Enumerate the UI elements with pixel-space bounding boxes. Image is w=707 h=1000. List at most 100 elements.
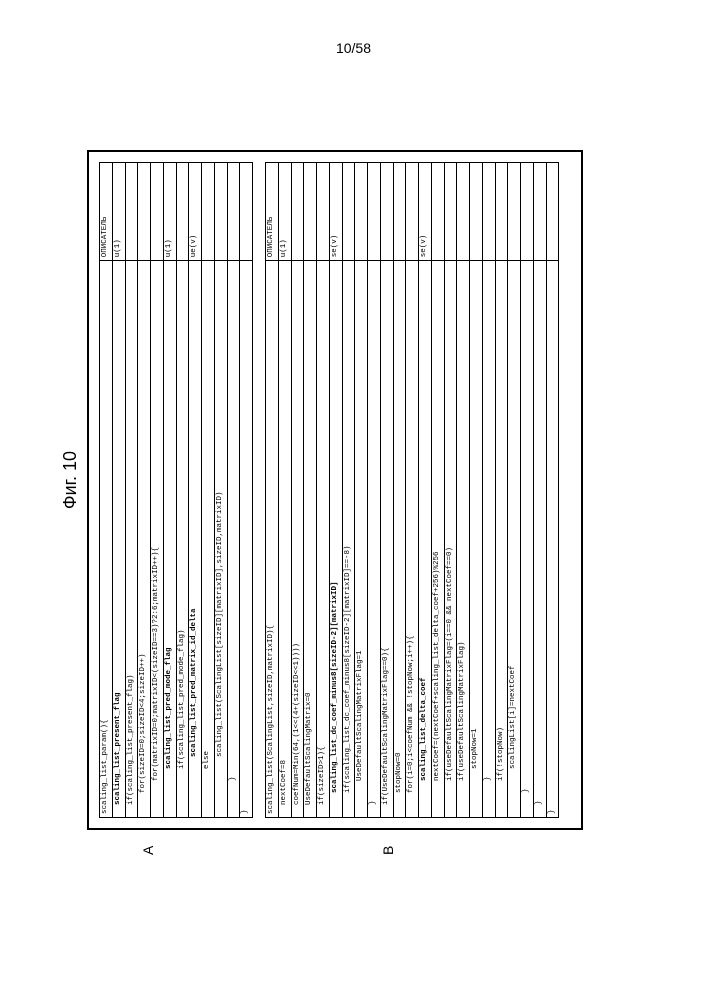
table-row: } (240, 163, 253, 818)
code-cell: if(UseDefaultScalingMatrixFlag==0){ (380, 261, 393, 818)
desc-cell (317, 163, 330, 261)
desc-cell (546, 163, 559, 261)
desc-cell: u(1) (278, 163, 291, 261)
table-row: stopNow=0 (393, 163, 406, 818)
code-cell: scaling_list_pred_matrix_id_delta (189, 261, 202, 818)
desc-cell (240, 163, 253, 261)
desc-cell (431, 163, 444, 261)
table-header-desc: ОПИСАТЕЛЬ (266, 163, 279, 261)
code-cell: coefNum=Min(64,(1<<(4+(sizeID<<1)))) (291, 261, 304, 818)
desc-cell (125, 163, 138, 261)
table-row: else (202, 163, 215, 818)
desc-cell (138, 163, 151, 261)
table-row: } (368, 163, 381, 818)
desc-cell (495, 163, 508, 261)
code-cell: } (521, 261, 534, 818)
table-row: nextCoef=(nextCoef+scaling_list_delta_co… (431, 163, 444, 818)
table-row: for(matrixID=0;matrixID<(sizeID==3)?2:6;… (151, 163, 164, 818)
desc-cell (521, 163, 534, 261)
table-row: scaling_list_pred_matrix_id_deltaue(v) (189, 163, 202, 818)
outer-frame: scaling_list_param(){ОПИСАТЕЛЬscaling_li… (87, 150, 583, 830)
code-cell: if(scaling_list_present_flag) (125, 261, 138, 818)
code-cell: nextCoef=8 (278, 261, 291, 818)
desc-cell (533, 163, 546, 261)
table-row: if(scaling_list_pred_mode_flag) (176, 163, 189, 818)
desc-cell (355, 163, 368, 261)
code-cell: UseDefaultScalingMatrixFlag=1 (355, 261, 368, 818)
desc-cell (406, 163, 419, 261)
table-row: scaling_list_delta_coefse(v) (419, 163, 432, 818)
table-header-code: scaling_list_param(){ (100, 261, 113, 818)
code-cell: } (546, 261, 559, 818)
table-row: scaling_list_dc_coef_minus8[sizeID-2][ma… (329, 163, 342, 818)
code-cell: scaling_list_dc_coef_minus8[sizeID-2][ma… (329, 261, 342, 818)
table-row: if(useDefaultScalingMatrixFlag) (457, 163, 470, 818)
desc-cell (304, 163, 317, 261)
desc-cell: u(1) (112, 163, 125, 261)
table-row: if(UseDefaultScalingMatrixFlag==0){ (380, 163, 393, 818)
code-cell: for(i=0;i<coefNum && !stopNow;i++){ (406, 261, 419, 818)
code-cell: stopNow=0 (393, 261, 406, 818)
table-row: } (546, 163, 559, 818)
section-label-a: A (140, 846, 156, 855)
desc-cell (291, 163, 304, 261)
code-cell: UseDefaultScalingMatrix=0 (304, 261, 317, 818)
table-row: for(sizeID=0;sizeID<4;sizeID++) (138, 163, 151, 818)
table-row: if(sizeID>1){ (317, 163, 330, 818)
code-cell: if(scaling_list_dc_coef_minus8[sizeID-2]… (342, 261, 355, 818)
table-row: stopNow=1 (470, 163, 483, 818)
code-cell: } (240, 261, 253, 818)
code-cell: } (368, 261, 381, 818)
desc-cell (508, 163, 521, 261)
table-row: scaling_list_present_flagu(1) (112, 163, 125, 818)
code-cell: if(sizeID>1){ (317, 261, 330, 818)
code-cell: if(!stopNow) (495, 261, 508, 818)
desc-cell (214, 163, 227, 261)
desc-cell (202, 163, 215, 261)
code-cell: } (482, 261, 495, 818)
table-header-desc: ОПИСАТЕЛЬ (100, 163, 113, 261)
desc-cell (342, 163, 355, 261)
code-cell: else (202, 261, 215, 818)
table-row: coefNum=Min(64,(1<<(4+(sizeID<<1)))) (291, 163, 304, 818)
table-row: if(useDefaultScalingMatrixFlag=(i==0 && … (444, 163, 457, 818)
code-cell: stopNow=1 (470, 261, 483, 818)
table-b: scaling_list(ScalingList,sizeID,matrixID… (265, 162, 559, 818)
desc-cell: se(v) (329, 163, 342, 261)
code-cell: scalingList[i]=nextCoef (508, 261, 521, 818)
table-row: UseDefaultScalingMatrix=0 (304, 163, 317, 818)
code-cell: for(matrixID=0;matrixID<(sizeID==3)?2:6;… (151, 261, 164, 818)
code-cell: nextCoef=(nextCoef+scaling_list_delta_co… (431, 261, 444, 818)
code-cell: if(scaling_list_pred_mode_flag) (176, 261, 189, 818)
figure-title: Фиг. 10 (60, 130, 81, 830)
desc-cell (470, 163, 483, 261)
rotated-content: Фиг. 10 A B scaling_list_param(){ОПИСАТЕ… (60, 130, 660, 830)
table-row: nextCoef=8u(1) (278, 163, 291, 818)
table-a: scaling_list_param(){ОПИСАТЕЛЬscaling_li… (99, 162, 253, 818)
code-cell: } (227, 261, 240, 818)
desc-cell (457, 163, 470, 261)
code-cell: } (533, 261, 546, 818)
section-label-b: B (380, 846, 396, 855)
desc-cell (482, 163, 495, 261)
table-row: } (227, 163, 240, 818)
desc-cell (151, 163, 164, 261)
page-number: 10/58 (0, 0, 707, 56)
table-row: for(i=0;i<coefNum && !stopNow;i++){ (406, 163, 419, 818)
desc-cell (380, 163, 393, 261)
desc-cell: se(v) (419, 163, 432, 261)
desc-cell (227, 163, 240, 261)
code-cell: scaling_list(ScalingList[sizeID][matrixI… (214, 261, 227, 818)
table-row: if(scaling_list_present_flag) (125, 163, 138, 818)
table-row: } (533, 163, 546, 818)
table-row: scaling_list(ScalingList[sizeID][matrixI… (214, 163, 227, 818)
table-row: } (521, 163, 534, 818)
desc-cell (393, 163, 406, 261)
code-cell: scaling_list_pred_mode_flag (163, 261, 176, 818)
table-row: scalingList[i]=nextCoef (508, 163, 521, 818)
desc-cell: ue(v) (189, 163, 202, 261)
code-cell: if(useDefaultScalingMatrixFlag) (457, 261, 470, 818)
table-row: if(!stopNow) (495, 163, 508, 818)
figure-container: Фиг. 10 A B scaling_list_param(){ОПИСАТЕ… (50, 130, 657, 850)
table-row: UseDefaultScalingMatrixFlag=1 (355, 163, 368, 818)
